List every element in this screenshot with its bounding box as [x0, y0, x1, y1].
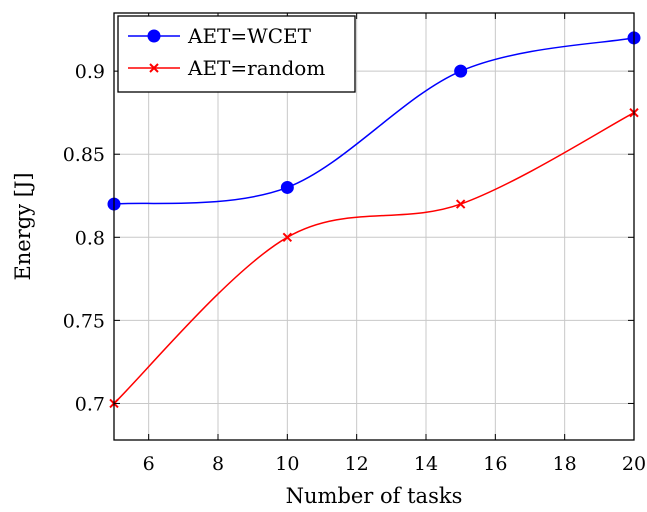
- data-point-x: [149, 63, 159, 73]
- x-tick-label: 6: [143, 453, 155, 475]
- data-point-circle: [280, 180, 294, 194]
- y-tick-labels: 0.7 0.75 0.8 0.85 0.9: [63, 61, 105, 415]
- series-x: [109, 107, 639, 409]
- x-tick-label: 16: [483, 453, 507, 475]
- data-point-x: [282, 232, 293, 243]
- y-tick-label: 0.9: [75, 61, 105, 83]
- x-tick-label: 8: [212, 453, 224, 475]
- legend-label: AET=random: [187, 56, 325, 80]
- x-tick-label: 14: [414, 453, 438, 475]
- legend-item: AET=random: [128, 56, 325, 80]
- y-tick-label: 0.7: [75, 393, 105, 415]
- x-axis-label: Number of tasks: [286, 484, 463, 508]
- y-tick-label: 0.8: [75, 227, 105, 249]
- plot-frame: [113, 12, 635, 441]
- x-tick-labels: 6 8 10 12 14 16 18 20: [143, 453, 646, 475]
- y-axis-label: Energy [J]: [11, 172, 35, 280]
- data-point-circle: [454, 64, 468, 78]
- y-tick-label: 0.75: [63, 310, 105, 332]
- series-layer: [107, 31, 641, 409]
- x-tick-label: 18: [553, 453, 577, 475]
- legend: AET=WCET AET=random: [117, 15, 356, 93]
- data-point-circle: [147, 29, 161, 43]
- y-tick-label: 0.85: [63, 144, 105, 166]
- legend-item: AET=WCET: [128, 24, 312, 48]
- data-point-x: [455, 199, 466, 209]
- series-line: [113, 37, 635, 205]
- legend-box: [117, 15, 356, 93]
- x-tick-label: 12: [345, 453, 369, 475]
- series-line: [113, 112, 635, 404]
- x-tick-label: 10: [275, 453, 299, 475]
- x-tick-label: 20: [622, 453, 646, 475]
- legend-label: AET=WCET: [187, 24, 312, 48]
